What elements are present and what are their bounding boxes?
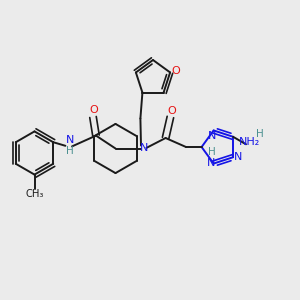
Text: N: N (65, 135, 74, 146)
Text: N: N (208, 131, 216, 142)
Text: CH₃: CH₃ (25, 189, 44, 200)
Text: O: O (172, 66, 181, 76)
Text: N: N (140, 142, 148, 153)
Text: N: N (206, 158, 215, 168)
Text: H: H (66, 146, 74, 156)
Text: O: O (89, 105, 98, 116)
Text: NH₂: NH₂ (239, 137, 260, 147)
Text: H: H (208, 147, 216, 157)
Text: H: H (256, 129, 263, 139)
Text: O: O (168, 106, 177, 116)
Text: N: N (234, 152, 243, 162)
